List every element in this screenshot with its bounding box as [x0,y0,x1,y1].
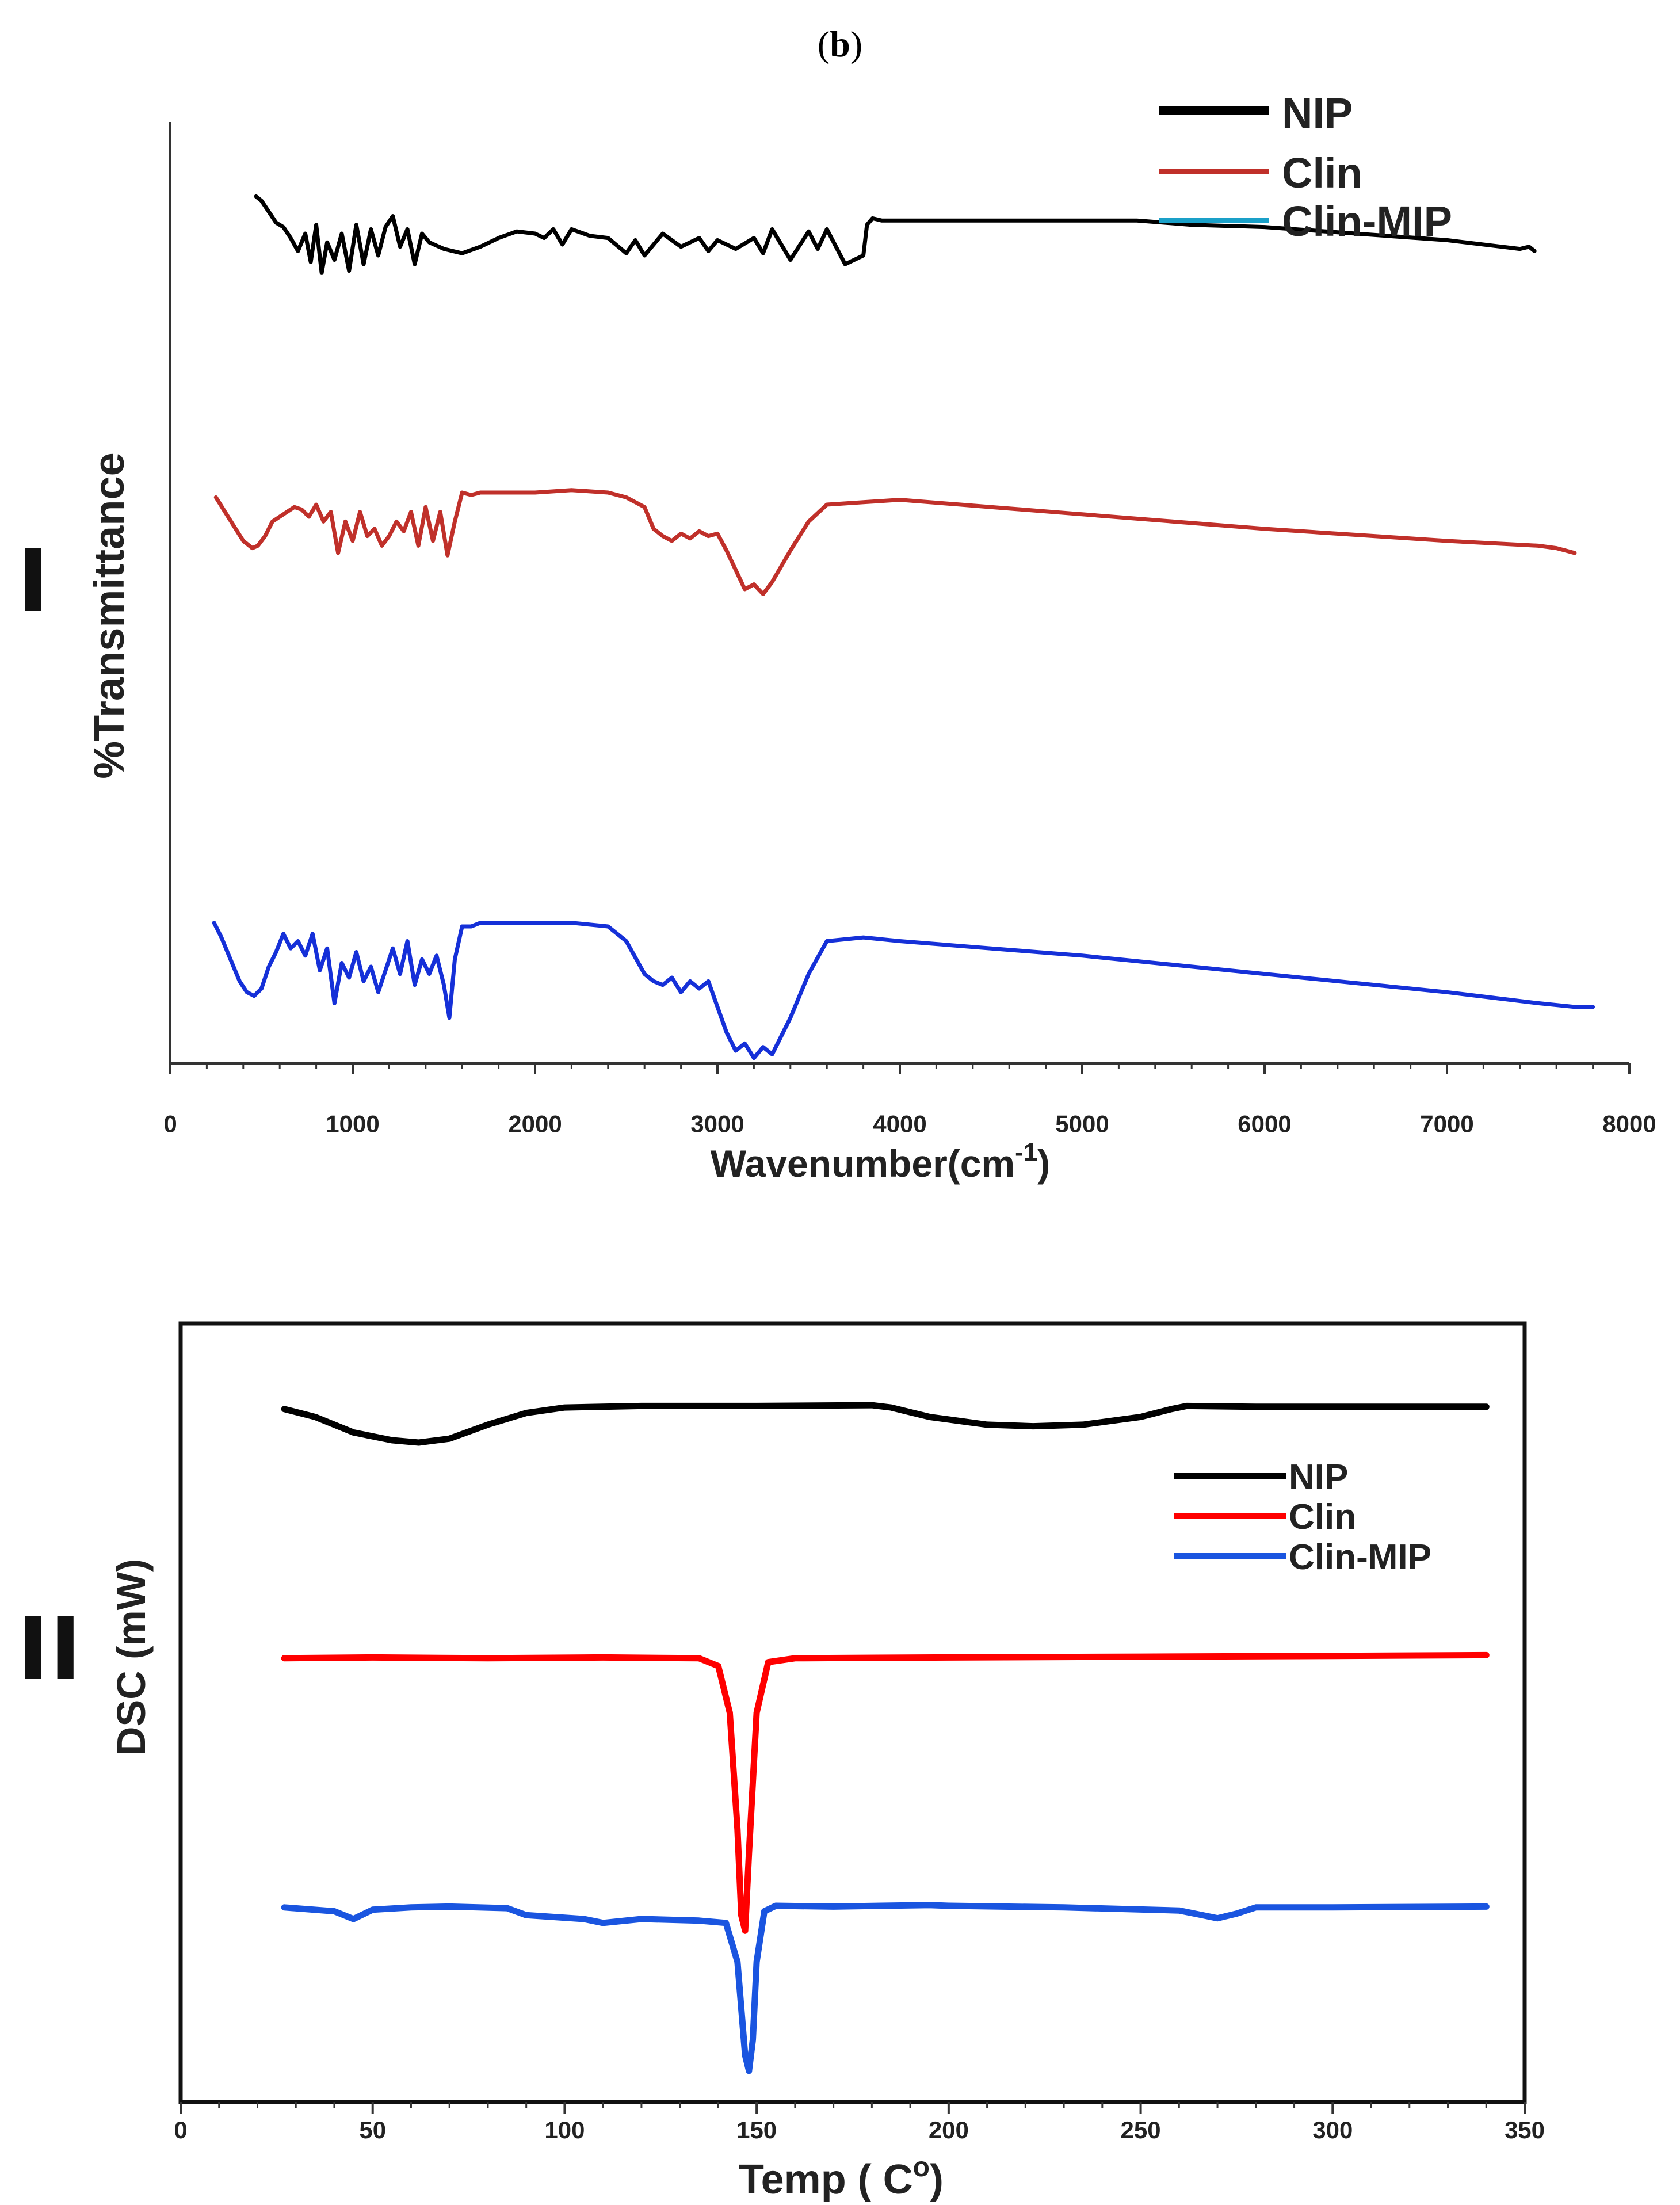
dsc-y-axis-title: DSC (mW) [109,1559,154,1756]
ftir-legend-label-nip: NIP [1282,89,1353,137]
ftir-series-clin-mip [212,921,1595,1060]
dsc-series-clin-mip [281,1902,1490,2074]
ftir-chart: I %Transmittance 0 1000 2000 3000 4000 5000 60… [17,89,1656,1185]
figure-label: (b) [818,24,862,64]
dsc-x-ticks: 0 50 100 150 200 250 300 350 [174,2102,1545,2143]
ftir-x-tick-label: 1000 [326,1110,379,1137]
ftir-x-tick-label: 2000 [508,1110,562,1137]
ftir-x-ticks: 0 1000 2000 3000 4000 5000 6000 7000 8000 [163,1063,1656,1137]
dsc-x-tick-label: 300 [1312,2116,1353,2143]
ftir-series [212,194,1595,1060]
dsc-legend-label-clin-mip: Clin-MIP [1289,1538,1431,1577]
dsc-x-tick-label: 100 [544,2116,585,2143]
dsc-chart: II DSC (mW) 0 50 100 150 200 250 300 350 Temp (… [17,1321,1545,2203]
ftir-legend-label-clin: Clin [1282,149,1362,197]
dsc-x-tick-label: 50 [359,2116,386,2143]
ftir-panel-roman: I [17,532,49,632]
ftir-series-nip [254,194,1537,275]
ftir-x-axis-title-close: ) [1037,1142,1050,1185]
dsc-x-axis-title-sup: o [913,2152,930,2183]
ftir-x-tick-label: 3000 [690,1110,744,1137]
ftir-x-tick-label: 4000 [873,1110,926,1137]
dsc-x-tick-label: 250 [1121,2116,1161,2143]
dsc-series-clin [281,1651,1490,1934]
ftir-x-axis-title-main: Wavenumber(cm [711,1142,1015,1185]
dsc-legend-label-nip: NIP [1289,1458,1348,1497]
ftir-x-tick-label: 7000 [1420,1110,1473,1137]
ftir-series-clin [213,488,1577,596]
figure-label-letter: b [830,24,850,64]
figure-label-close: ) [850,24,862,64]
dsc-plot-frame [178,1321,1527,2104]
dsc-legend: NIP Clin Clin-MIP [1174,1458,1431,1577]
dsc-series-nip [281,1402,1490,1446]
dsc-series [281,1402,1490,2074]
dsc-x-axis-title-close: ) [930,2157,944,2203]
ftir-x-tick-label: 8000 [1602,1110,1656,1137]
ftir-legend-label-clin-mip: Clin-MIP [1282,197,1452,245]
ftir-x-tick-label: 6000 [1238,1110,1291,1137]
dsc-x-axis-title-main: Temp ( C [739,2157,913,2203]
dsc-x-tick-label: 350 [1505,2116,1545,2143]
dsc-panel-roman: II [17,1600,82,1700]
ftir-x-axis-title-sup: -1 [1015,1138,1037,1166]
ftir-x-tick-label: 5000 [1055,1110,1109,1137]
ftir-legend: NIP Clin Clin-MIP [1159,89,1452,245]
dsc-x-tick-label: 0 [174,2116,187,2143]
ftir-y-axis-title: %Transmittance [85,452,133,779]
figure-label-open: ( [818,24,830,64]
dsc-x-tick-label: 150 [736,2116,777,2143]
ftir-x-axis-title: Wavenumber(cm-1) [711,1138,1050,1185]
dsc-legend-label-clin: Clin [1289,1497,1356,1537]
dsc-x-tick-label: 200 [929,2116,969,2143]
ftir-x-tick-label: 0 [163,1110,177,1137]
dsc-x-axis-title: Temp ( Co) [739,2152,944,2203]
